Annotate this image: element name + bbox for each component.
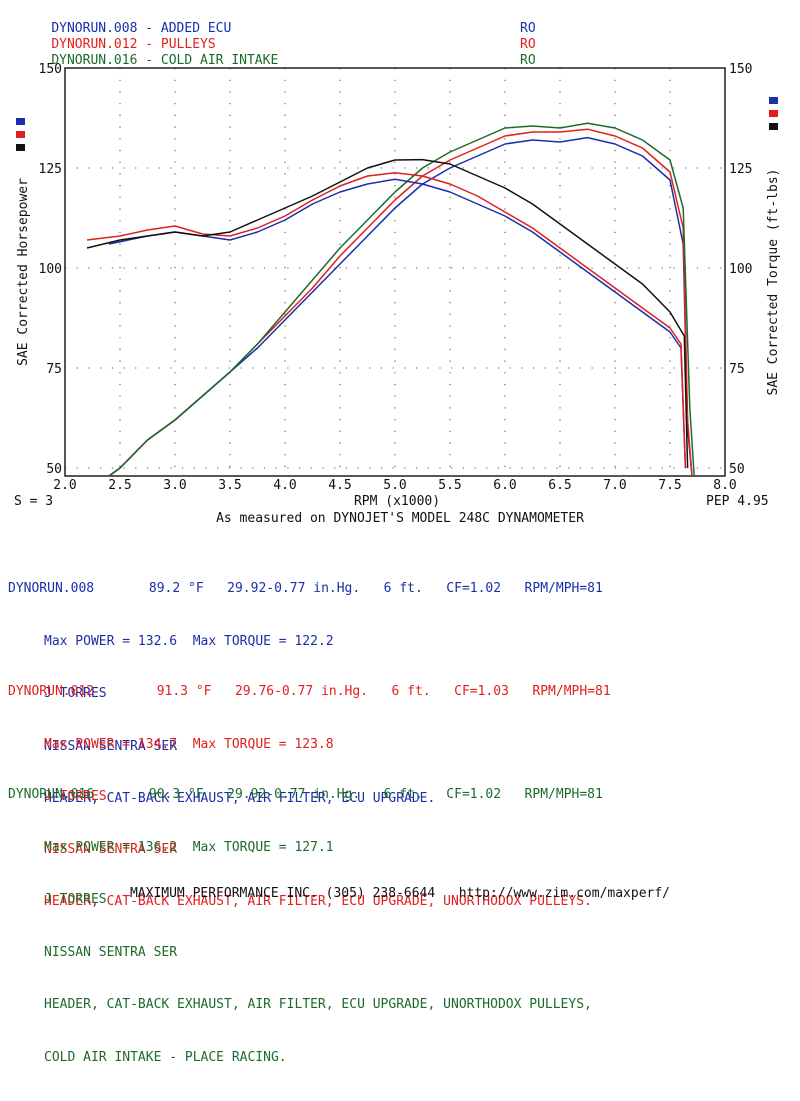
x-tick-label: 2.0 <box>53 478 76 493</box>
x-tick-label: 4.5 <box>328 478 351 493</box>
x-tick-label: 3.0 <box>163 478 186 493</box>
series-line-torque <box>108 178 687 469</box>
run-operator: J TORRES <box>44 789 107 804</box>
axis-ticks: 2.0 2.5 3.0 3.5 4.0 4.5 5.0 5.5 6.0 6.5 7.0 7.5 8.05… <box>39 62 753 493</box>
legend-item-run016: DYNORUN.016 - COLD AIR INTAKE RO <box>20 37 535 68</box>
legend-label: DYNORUN.008 - ADDED ECU <box>51 21 232 36</box>
run-mods: HEADER, CAT-BACK EXHAUST, AIR FILTER, EC… <box>44 791 436 806</box>
y-tick-label-left: 100 <box>39 262 62 277</box>
x-tick-label: 4.0 <box>273 478 296 493</box>
legend-label: DYNORUN.012 - PULLEYS <box>51 37 216 52</box>
legend-item-run008: DYNORUN.008 - ADDED ECU RO <box>20 5 535 36</box>
legend-code: RO <box>520 21 536 36</box>
legend-marker-right <box>769 97 778 104</box>
x-tick-label: 5.0 <box>383 478 406 493</box>
y-tick-label-left: 125 <box>39 162 62 177</box>
measurement-note: As measured on DYNOJET'S MODEL 248C DYNA… <box>216 511 584 526</box>
y-tick-label-left: 75 <box>46 362 62 377</box>
series-line-torque <box>86 158 689 469</box>
legend-marker-right <box>769 110 778 117</box>
run-max-values: Max POWER = 134.7 Max TORQUE = 123.8 <box>44 736 334 752</box>
run-max-values: Max POWER = 136.2 Max TORQUE = 127.1 <box>44 839 334 855</box>
smoothing-label: S = 3 <box>14 494 53 509</box>
run-header: DYNORUN.012 91.3 °F 29.76-0.77 in.Hg. 6 … <box>8 684 611 699</box>
legend-marker-right <box>769 123 778 130</box>
legend-label: DYNORUN.016 - COLD AIR INTAKE <box>51 53 279 68</box>
x-tick-label: 3.5 <box>218 478 241 493</box>
run-block-012: DYNORUN.012 91.3 °F 29.76-0.77 in.Hg. 6 … <box>8 648 611 946</box>
dyno-chart: 2.0 2.5 3.0 3.5 4.0 4.5 5.0 5.5 6.0 6.5 7.0 7.5 8.05… <box>14 62 781 509</box>
run-block-008: DYNORUN.008 89.2 °F 29.92-0.77 in.Hg. 6 … <box>8 545 603 843</box>
legend-code: RO <box>520 53 536 68</box>
x-tick-label: 7.5 <box>658 478 681 493</box>
legend-marker-left <box>16 118 25 125</box>
series-line-power <box>108 128 693 477</box>
y-axis-left-label: SAE Corrected Horsepower <box>16 178 31 366</box>
legend-code: RO <box>520 37 536 52</box>
x-tick-label: 7.0 <box>603 478 626 493</box>
x-tick-label: 8.0 <box>713 478 736 493</box>
series-group <box>86 122 695 477</box>
run-mods: HEADER, CAT-BACK EXHAUST, AIR FILTER, EC… <box>44 894 592 909</box>
y-axis-right-label: SAE Corrected Torque (ft-lbs) <box>766 169 781 396</box>
y-tick-label-right: 75 <box>729 362 745 377</box>
run-operator: J TORRES <box>44 892 107 907</box>
legend-marker-left <box>16 144 25 151</box>
y-tick-label-right: 100 <box>729 262 752 277</box>
run-header: DYNORUN.016 90.3 °F 29.92-0.77 in.Hg. 6 … <box>8 787 603 802</box>
run-operator: J TORRES <box>44 686 107 701</box>
x-tick-label: 5.5 <box>438 478 461 493</box>
y-tick-label-left: 150 <box>39 62 62 77</box>
x-tick-label: 6.0 <box>493 478 516 493</box>
y-tick-label-right: 150 <box>729 62 752 77</box>
run-max-values: Max POWER = 132.6 Max TORQUE = 122.2 <box>44 633 334 649</box>
x-tick-label: 2.5 <box>108 478 131 493</box>
footer-contact: MAXIMUM PERFORMANCE INC. (305) 238-6644 … <box>129 886 671 901</box>
x-tick-label: 6.5 <box>548 478 571 493</box>
series-line-power <box>108 136 693 477</box>
legend-markers <box>16 97 778 151</box>
run-mods-continued: COLD AIR INTAKE - PLACE RACING. <box>44 1049 287 1065</box>
plot-frame <box>64 67 726 477</box>
y-tick-label-left: 50 <box>46 462 62 477</box>
run-vehicle: NISSAN SENTRA SER <box>44 841 178 857</box>
series-line-power <box>108 122 695 477</box>
x-axis-label: RPM (x1000) <box>354 494 440 509</box>
run-header: DYNORUN.008 89.2 °F 29.92-0.77 in.Hg. 6 … <box>8 581 603 596</box>
pep-label: PEP 4.95 <box>706 494 769 509</box>
run-mods: HEADER, CAT-BACK EXHAUST, AIR FILTER, EC… <box>44 997 592 1012</box>
run-block-016: DYNORUN.016 90.3 °F 29.92-0.77 in.Hg. 6 … <box>8 751 603 1101</box>
run-vehicle: NISSAN SENTRA SER <box>44 738 178 754</box>
legend-item-run012: DYNORUN.012 - PULLEYS RO <box>20 21 535 52</box>
y-tick-label-right: 125 <box>729 162 752 177</box>
series-line-torque <box>86 172 687 469</box>
y-tick-label-right: 50 <box>729 462 745 477</box>
legend-marker-left <box>16 131 25 138</box>
run-vehicle: NISSAN SENTRA SER <box>44 944 178 960</box>
